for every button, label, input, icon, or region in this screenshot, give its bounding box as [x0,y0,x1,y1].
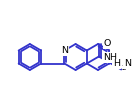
Text: 2: 2 [122,65,127,71]
Text: NH: NH [103,53,117,62]
Text: N: N [124,60,131,69]
Text: O: O [104,39,111,48]
Text: H: H [113,60,120,69]
Text: N: N [61,46,68,55]
